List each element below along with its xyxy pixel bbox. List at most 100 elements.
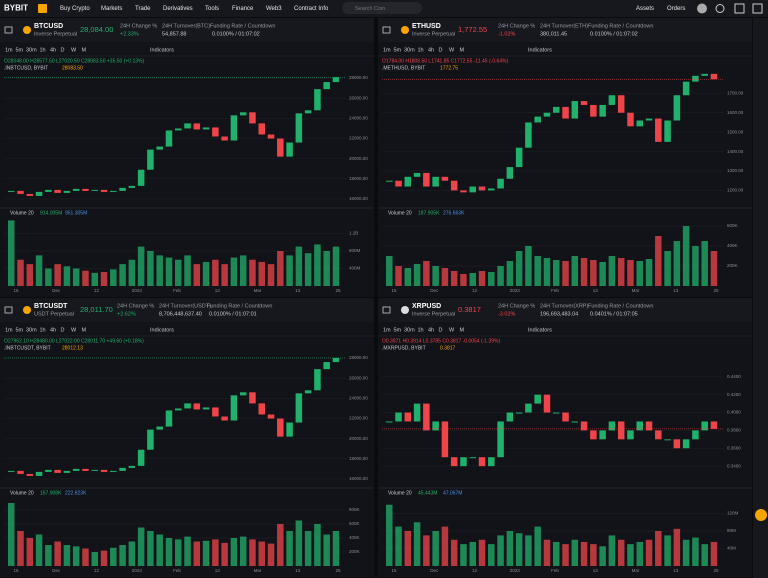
volume-bar [562, 261, 569, 286]
candle [332, 357, 340, 363]
volume-bar [543, 258, 551, 286]
volume-bar [599, 262, 606, 286]
candle [571, 101, 579, 119]
y-tick-label: 26000.00 [349, 95, 368, 100]
volume-bar [497, 266, 504, 286]
nav-item[interactable]: Orders [667, 6, 685, 12]
volume-bar [304, 253, 312, 286]
candle [175, 128, 182, 131]
nav-item[interactable]: Finance [232, 6, 254, 12]
timeframe[interactable]: 1h [418, 47, 424, 53]
timeframe[interactable]: W [449, 327, 455, 333]
volume-bar [413, 264, 421, 286]
candle [304, 390, 312, 394]
timeframe[interactable]: 30m [404, 327, 415, 333]
bell-icon[interactable] [715, 4, 725, 13]
symbol[interactable]: BTCUSD [34, 23, 63, 30]
nav-item[interactable]: Derivatives [163, 6, 193, 12]
timeframe[interactable]: D [61, 47, 65, 53]
nav-item[interactable]: Assets [636, 6, 654, 12]
timeframe[interactable]: 4h [428, 47, 434, 53]
menu-icon[interactable] [4, 306, 13, 314]
timeframe[interactable]: M [82, 327, 87, 333]
timeframe[interactable]: D [439, 327, 443, 333]
symbol[interactable]: ETHUSD [412, 23, 441, 30]
indicators-button[interactable]: Indicators [150, 327, 174, 333]
candle [304, 110, 312, 114]
candle [553, 106, 560, 113]
nav-item[interactable]: Markets [101, 6, 122, 12]
series-legend-price: 28012.13 [62, 345, 83, 351]
timeframe[interactable]: 4h [428, 327, 434, 333]
timeframe[interactable]: 30m [26, 47, 37, 53]
symbol[interactable]: XRPUSD [412, 303, 441, 310]
timeframe[interactable]: 5m [16, 47, 24, 53]
volume-bar [673, 241, 681, 286]
timeframe[interactable]: 5m [394, 47, 402, 53]
stat-label: 24H Turnover(USDT) [159, 303, 211, 309]
indicators-button[interactable]: Indicators [528, 47, 552, 53]
logo[interactable]: BYBIT [4, 4, 28, 13]
timeframe[interactable]: 1m [383, 327, 391, 333]
settings-icon[interactable] [752, 3, 763, 14]
indicators-button[interactable]: Indicators [528, 327, 552, 333]
timeframe[interactable]: D [439, 47, 443, 53]
panel [378, 298, 752, 577]
timeframe[interactable]: 1h [40, 327, 46, 333]
timeframe[interactable]: M [460, 327, 465, 333]
volume-bar [212, 259, 219, 286]
search-box[interactable] [342, 2, 422, 14]
candle [165, 130, 173, 147]
apps-icon[interactable] [38, 4, 47, 13]
timeframe[interactable]: 1h [418, 327, 424, 333]
nav-item[interactable]: Contract Info [294, 6, 329, 12]
volume-bar [608, 256, 616, 286]
volume-bar [404, 531, 412, 566]
candle [26, 473, 34, 476]
y-tick-label: 26000.00 [349, 375, 368, 380]
timeframe[interactable]: 1m [5, 327, 13, 333]
download-icon[interactable] [734, 3, 745, 14]
symbol[interactable]: BTCUSDT [34, 303, 68, 310]
candle [147, 149, 154, 170]
timeframe[interactable]: D [61, 327, 65, 333]
nav-item[interactable]: Buy Crypto [60, 6, 90, 12]
timeframe[interactable]: W [449, 47, 455, 53]
x-tick-label: Feb [551, 568, 559, 573]
timeframe[interactable]: 30m [26, 327, 37, 333]
candle [175, 408, 182, 411]
timeframe[interactable]: W [71, 327, 77, 333]
timeframe[interactable]: M [460, 47, 465, 53]
menu-icon[interactable] [382, 306, 391, 314]
timeframe[interactable]: 30m [404, 47, 415, 53]
timeframe[interactable]: 1m [383, 47, 391, 53]
volume-bar [202, 540, 210, 566]
panel-header [378, 18, 752, 42]
last-price: 28,084.00 [80, 25, 113, 34]
nav-item[interactable]: Trade [135, 6, 151, 12]
menu-icon[interactable] [4, 26, 13, 34]
avatar[interactable] [697, 3, 707, 14]
y-tick-label: 400K [727, 243, 738, 248]
panel [378, 18, 752, 297]
nav-item[interactable]: Web3 [266, 6, 282, 12]
volume-bar [137, 527, 145, 566]
support-button[interactable] [755, 509, 767, 521]
indicators-button[interactable]: Indicators [150, 47, 174, 53]
timeframe[interactable]: 4h [50, 47, 56, 53]
volume-bar [45, 545, 52, 566]
volume-bar [488, 272, 495, 286]
x-tick-label: 13 [295, 288, 301, 293]
search-placeholder[interactable]: Search Coin [355, 6, 385, 12]
nav-item[interactable]: Tools [205, 6, 219, 12]
timeframe[interactable]: 5m [394, 327, 402, 333]
timeframe[interactable]: M [82, 47, 87, 53]
timeframe[interactable]: 5m [16, 327, 24, 333]
x-tick-label: 13 [295, 568, 301, 573]
panel-header [378, 298, 752, 322]
timeframe[interactable]: 1m [5, 47, 13, 53]
timeframe[interactable]: 1h [40, 47, 46, 53]
timeframe[interactable]: 4h [50, 327, 56, 333]
timeframe[interactable]: W [71, 47, 77, 53]
menu-icon[interactable] [382, 26, 391, 34]
